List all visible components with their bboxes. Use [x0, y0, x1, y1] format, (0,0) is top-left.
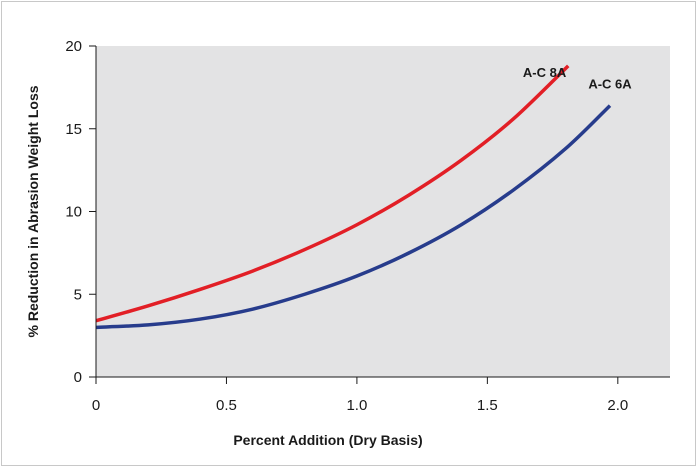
x-tick-label: 2.0	[607, 397, 628, 414]
series-labels: A-C 8A A-C 6A	[523, 65, 632, 92]
x-tick-label: 0.5	[216, 397, 237, 414]
series-line-a-c-8a	[95, 64, 570, 323]
x-tick-label: 0	[92, 397, 100, 414]
x-tick-label: 1.5	[477, 397, 498, 414]
series-label-a-c-8a: A-C 8A	[523, 65, 567, 80]
y-tick-label: 15	[65, 121, 82, 138]
x-axis-title: Percent Addition (Dry Basis)	[233, 432, 422, 448]
y-tick-label: 20	[65, 38, 82, 55]
y-ticks: 0 5 10 15 20	[65, 38, 96, 386]
y-axis-title: % Reduction in Abrasion Weight Loss	[25, 85, 41, 337]
y-tick-label: 5	[74, 286, 82, 303]
x-ticks: 0 0.5 1.0 1.5 2.0	[92, 377, 628, 414]
y-tick-label: 10	[65, 204, 82, 221]
series-layer	[95, 64, 612, 330]
x-tick-label: 1.0	[346, 397, 367, 414]
y-tick-label: 0	[74, 369, 82, 386]
series-label-a-c-6a: A-C 6A	[588, 77, 632, 92]
series-line-a-c-6a	[95, 104, 612, 330]
